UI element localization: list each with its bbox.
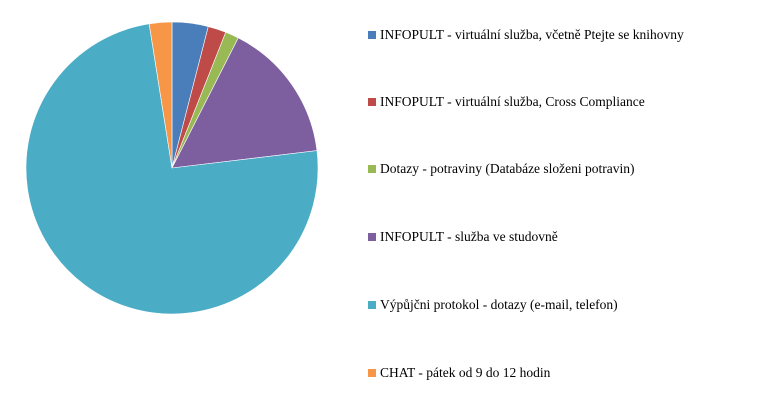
legend-item: CHAT - pátek od 9 do 12 hodin <box>368 365 550 381</box>
legend-item: INFOPULT - virtuální služba, Cross Compl… <box>368 94 645 110</box>
legend-label: INFOPULT - virtuální služba, Cross Compl… <box>380 94 645 109</box>
legend-label: CHAT - pátek od 9 do 12 hodin <box>380 365 551 380</box>
legend-swatch-icon <box>368 98 376 106</box>
legend-swatch-icon <box>368 31 376 39</box>
legend-item: Dotazy - potraviny (Databáze složeni pot… <box>368 161 635 177</box>
pie-slice <box>148 21 173 169</box>
legend-label: Výpůjčni protokol - dotazy (e-mail, tele… <box>380 297 618 312</box>
legend-swatch-icon <box>368 369 376 377</box>
legend-label: INFOPULT - služba ve studovně <box>380 229 558 244</box>
pie-slice <box>171 37 318 169</box>
legend-item: INFOPULT - virtuální služba, včetně Ptej… <box>368 27 684 43</box>
legend-swatch-icon <box>368 301 376 309</box>
legend-item: INFOPULT - služba ve studovně <box>368 229 558 245</box>
legend-label: Dotazy - potraviny (Databáze složeni pot… <box>380 161 635 176</box>
chart-legend: INFOPULT - virtuální služba, včetně Ptej… <box>368 0 764 401</box>
legend-item: Výpůjčni protokol - dotazy (e-mail, tele… <box>368 297 618 313</box>
pie-chart <box>25 21 319 315</box>
legend-swatch-icon <box>368 233 376 241</box>
legend-label: INFOPULT - virtuální služba, včetně Ptej… <box>380 27 684 42</box>
legend-swatch-icon <box>368 165 376 173</box>
pie-slice <box>25 23 319 315</box>
